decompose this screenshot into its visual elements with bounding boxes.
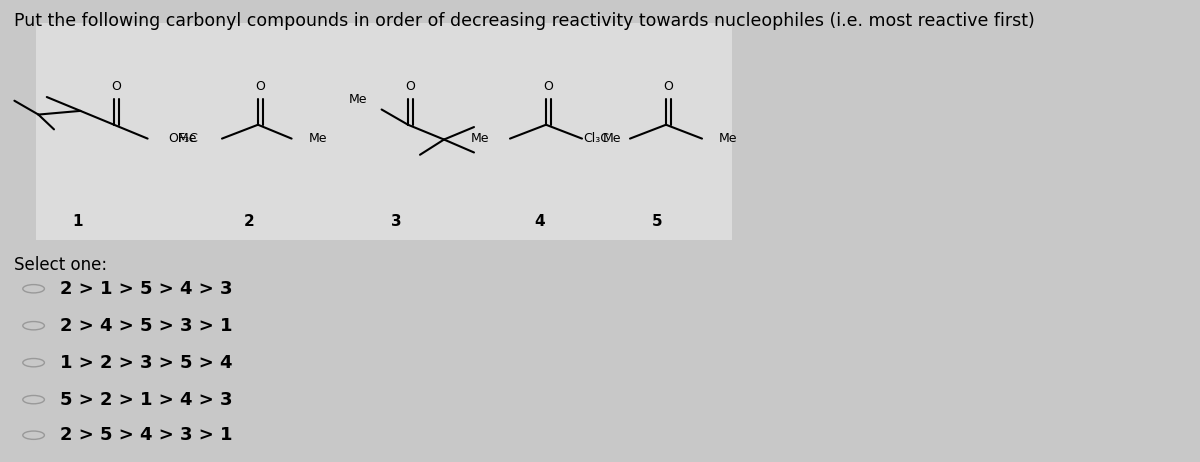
Text: 5 > 2 > 1 > 4 > 3: 5 > 2 > 1 > 4 > 3 [60,391,233,408]
Text: 2 > 1 > 5 > 4 > 3: 2 > 1 > 5 > 4 > 3 [60,280,233,298]
Text: 3: 3 [391,214,401,229]
Text: Me: Me [348,93,367,106]
Text: O: O [544,80,553,93]
Text: 2 > 5 > 4 > 3 > 1: 2 > 5 > 4 > 3 > 1 [60,426,233,444]
Text: O: O [406,80,415,93]
Text: F₃C: F₃C [178,132,199,145]
Text: Put the following carbonyl compounds in order of decreasing reactivity towards n: Put the following carbonyl compounds in … [14,12,1036,30]
Text: 2 > 4 > 5 > 3 > 1: 2 > 4 > 5 > 3 > 1 [60,317,233,334]
Text: 2: 2 [245,214,254,229]
Text: 1: 1 [73,214,83,229]
Text: 5: 5 [653,214,662,229]
Text: Me: Me [719,132,738,145]
Text: Me: Me [602,132,622,145]
Text: Me: Me [308,132,328,145]
Text: O: O [256,80,265,93]
Text: O: O [664,80,673,93]
Text: 4: 4 [535,214,545,229]
Text: Select one:: Select one: [14,256,108,274]
Text: Me: Me [470,132,490,145]
Text: OMe: OMe [168,132,197,145]
FancyBboxPatch shape [36,23,732,240]
Text: Cl₃C: Cl₃C [583,132,610,145]
Text: 1 > 2 > 3 > 5 > 4: 1 > 2 > 3 > 5 > 4 [60,354,233,371]
Text: O: O [112,80,121,93]
